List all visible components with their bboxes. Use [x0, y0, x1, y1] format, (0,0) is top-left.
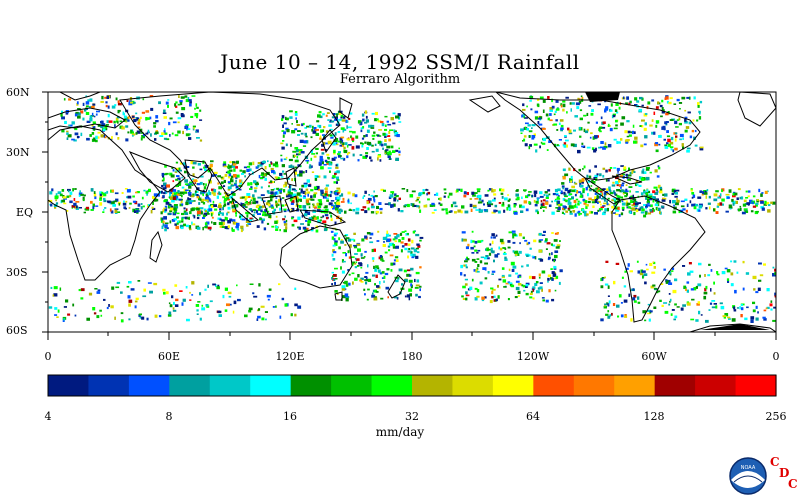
- colorbar-units: mm/day: [375, 425, 425, 439]
- colorbar-tick-label: 128: [643, 410, 665, 423]
- colorbar-swatch: [412, 375, 454, 396]
- lon-label: 120W: [516, 350, 550, 363]
- cdc-letter: C: [788, 477, 798, 491]
- colorbar-swatch: [48, 375, 90, 396]
- lat-label: 30N: [6, 146, 30, 159]
- colorbar-swatch: [452, 375, 494, 396]
- lat-label: 60S: [6, 324, 28, 337]
- cdc-letter: C: [770, 455, 780, 469]
- colorbar-swatch: [735, 375, 777, 396]
- lon-label: 0: [772, 350, 780, 363]
- figure-subtitle: Ferraro Algorithm: [339, 72, 461, 87]
- colorbar-tick-label: 8: [165, 410, 173, 423]
- colorbar-tick-label: 4: [44, 410, 52, 423]
- colorbar-tick-label: 256: [765, 410, 787, 423]
- colorbar-tick-label: 64: [526, 410, 540, 423]
- lat-label: EQ: [16, 206, 34, 219]
- colorbar-swatch: [614, 375, 656, 396]
- cdc-letter: D: [779, 466, 790, 480]
- colorbar-swatch: [290, 375, 332, 396]
- colorbar-swatch: [331, 375, 373, 396]
- lat-label: 30S: [6, 266, 28, 279]
- polar-patch: [585, 92, 620, 102]
- colorbar-swatch: [573, 375, 615, 396]
- lon-label: 60E: [157, 350, 181, 363]
- rainfall-pixels: [48, 95, 776, 323]
- lon-label: 60W: [641, 350, 667, 363]
- colorbar-tick-label: 32: [405, 410, 419, 423]
- antarctic-patch: [700, 324, 770, 330]
- colorbar-swatch: [371, 375, 413, 396]
- colorbar-swatch: [492, 375, 534, 396]
- lon-label: 120E: [275, 350, 305, 363]
- lon-label: 0: [44, 350, 52, 363]
- lon-ticks: [47, 332, 777, 340]
- coastlines: [48, 92, 776, 332]
- colorbar-swatch: [695, 375, 737, 396]
- lat-ticks: [42, 91, 48, 333]
- colorbar-swatch: [169, 375, 211, 396]
- lon-label: 180: [401, 350, 423, 363]
- colorbar: [48, 375, 777, 396]
- colorbar-swatch: [533, 375, 575, 396]
- colorbar-swatch: [88, 375, 130, 396]
- colorbar-swatch: [654, 375, 696, 396]
- colorbar-swatch: [128, 375, 170, 396]
- figure-title: June 10 – 14, 1992 SSM/I Rainfall: [220, 50, 580, 74]
- lat-label: 60N: [6, 86, 30, 99]
- noaa-logo-text: NOAA: [741, 465, 756, 471]
- colorbar-tick-label: 16: [283, 410, 297, 423]
- noaa-logo: NOAA: [729, 457, 767, 495]
- colorbar-frame: [47, 374, 777, 397]
- colorbar-swatch: [209, 375, 251, 396]
- colorbar-swatch: [250, 375, 292, 396]
